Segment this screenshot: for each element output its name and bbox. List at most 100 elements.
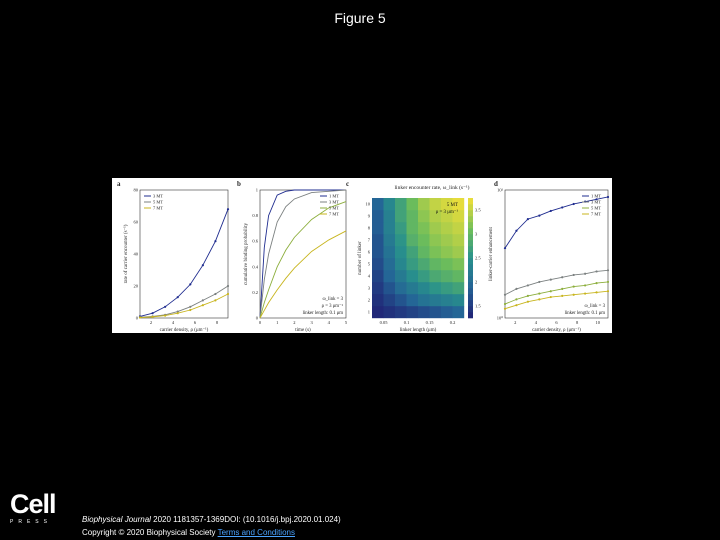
heatmap-cell xyxy=(406,198,419,211)
data-point xyxy=(561,287,564,291)
y-tick-label: 1 xyxy=(256,188,258,193)
colorbar-segment xyxy=(468,228,473,235)
series-line-d-2 xyxy=(504,281,609,305)
y-tick-label: 0.8 xyxy=(252,213,258,218)
heatmap-cell xyxy=(441,210,453,223)
copyright-text: Copyright © 2020 Biophysical Society xyxy=(82,528,218,537)
legend-label: 5 MT xyxy=(591,206,601,211)
data-point xyxy=(595,270,598,273)
series-line-d-3 xyxy=(504,290,609,310)
y-axis-label: linker-carrier enhancement xyxy=(489,226,494,281)
x-tick-label: 6 xyxy=(555,320,558,325)
heatmap-cell xyxy=(406,258,419,271)
legend-label: 3 MT xyxy=(153,194,163,199)
series-line-d-0 xyxy=(504,196,609,249)
y-axis-label: cumulative binding probability xyxy=(244,223,249,285)
heatmap-cell xyxy=(395,294,407,307)
colorbar-tick-label: 1.5 xyxy=(475,304,481,309)
y-tick-label: 10⁰ xyxy=(497,316,504,321)
heatmap-cell xyxy=(383,282,396,295)
x-tick-label: 4 xyxy=(172,320,175,325)
y-tick-label: 2 xyxy=(368,298,370,303)
data-point xyxy=(503,307,507,310)
heatmap-cell xyxy=(372,210,384,223)
x-axis-label: carrier density, ρ (μm⁻¹) xyxy=(160,327,209,333)
heatmap-cell xyxy=(372,306,384,319)
citation-text: 2020 1181357-1369DOI: (10.1016/j.bpj.202… xyxy=(150,515,341,524)
data-point xyxy=(503,293,507,296)
series-line-b-1 xyxy=(259,189,347,319)
heatmap-cell xyxy=(395,198,407,211)
data-point xyxy=(226,284,230,288)
y-tick-label: 5 xyxy=(368,262,371,267)
heatmap-cell xyxy=(406,306,419,319)
y-tick-label: 0 xyxy=(136,316,139,321)
y-tick-label: 20 xyxy=(134,284,139,289)
heatmap-cell xyxy=(452,234,465,247)
colorbar-segment xyxy=(468,270,473,277)
data-point xyxy=(606,269,610,272)
heatmap-cell xyxy=(372,258,384,271)
x-tick-label: 0 xyxy=(259,320,262,325)
data-point xyxy=(538,214,541,217)
data-point xyxy=(549,278,552,281)
heatmap-cell xyxy=(418,210,430,223)
colorbar-segment xyxy=(468,246,473,253)
heatmap-cell xyxy=(372,270,384,283)
colorbar-tick-label: 3 xyxy=(475,232,478,237)
data-point xyxy=(526,300,529,303)
heatmap-cell xyxy=(372,246,384,259)
legend-label: 3 MT xyxy=(329,200,339,205)
x-tick-label: 0.2 xyxy=(450,320,456,325)
colorbar-tick-label: 2 xyxy=(475,280,477,285)
heatmap-cell xyxy=(383,294,396,307)
heatmap-cell xyxy=(372,198,384,211)
x-tick-label: 10 xyxy=(595,320,600,325)
x-tick-label: 1 xyxy=(276,320,278,325)
heatmap-cell xyxy=(383,270,396,283)
heatmap-cell xyxy=(429,246,442,259)
y-tick-label: 60 xyxy=(134,220,139,225)
heatmap-cell xyxy=(441,222,453,235)
colorbar-segment xyxy=(468,312,473,319)
data-point xyxy=(549,209,552,213)
data-point xyxy=(606,290,610,293)
data-point xyxy=(189,308,192,312)
x-tick-label: 8 xyxy=(576,320,579,325)
y-tick-label: 10¹ xyxy=(497,188,504,193)
heatmap-cell xyxy=(395,246,407,259)
heatmap-cell xyxy=(395,306,407,319)
figure-panel: a 2 4 6 8 0 20 40 60 80 carrier density, ρ (μm⁻¹) r… xyxy=(112,178,612,333)
heatmap-cell xyxy=(441,282,453,295)
logo-main-text: Cell xyxy=(10,489,57,519)
terms-link[interactable]: Terms and Conditions xyxy=(217,528,295,537)
citation-line: Biophysical Journal 2020 1181357-1369DOI… xyxy=(82,513,341,526)
data-point xyxy=(572,293,575,296)
data-point xyxy=(201,304,204,307)
heatmap-cell xyxy=(429,234,442,247)
heatmap-cell xyxy=(429,198,442,211)
y-tick-label: 9 xyxy=(368,214,371,219)
heatmap-cell xyxy=(372,294,384,307)
annotation-text: linker length: 0.1 μm xyxy=(565,311,606,316)
data-point xyxy=(138,316,142,319)
cell-press-logo: Cell PRESS xyxy=(10,490,60,525)
heatmap-cell xyxy=(418,306,430,319)
y-tick-label: 6 xyxy=(368,250,371,255)
colorbar-tick-label: 3.5 xyxy=(475,208,481,213)
y-tick-label: 7 xyxy=(368,238,371,243)
heatmap-cell xyxy=(383,258,396,271)
heatmap-cell xyxy=(418,270,430,283)
data-point xyxy=(214,299,217,302)
heatmap-cell xyxy=(418,258,430,271)
logo-sub-text: PRESS xyxy=(10,519,52,525)
heatmap-cell xyxy=(372,282,384,295)
colorbar-segment xyxy=(468,300,473,307)
panel-label-d: d xyxy=(494,180,498,188)
heatmap-cell xyxy=(383,198,396,211)
heatmap-title: linker encounter rate, ω_link (s⁻¹) xyxy=(395,184,470,191)
data-point xyxy=(526,294,529,297)
data-point xyxy=(226,292,230,296)
series-line-a-2 xyxy=(139,293,229,318)
